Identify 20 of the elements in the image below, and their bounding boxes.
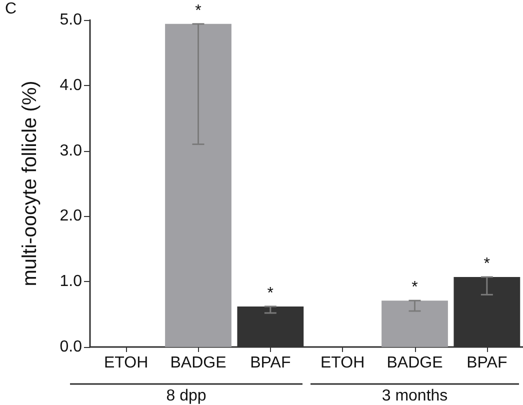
- y-tick-label: 2.0: [60, 208, 82, 225]
- x-tick-label: ETOH: [320, 354, 365, 372]
- x-tick-label: BPAF: [250, 354, 291, 372]
- y-tick-label: 0.0: [60, 338, 82, 356]
- x-tick-label: BADGE: [386, 354, 443, 372]
- text: *: [195, 2, 202, 20]
- y-tick-label: 5.0: [60, 12, 82, 28]
- x-tick-label: ETOH: [104, 354, 148, 372]
- annotation: *: [412, 279, 418, 296]
- y-tick-label: 4.0: [60, 76, 82, 94]
- x-tick-label: BADGE: [170, 354, 226, 372]
- y-tick-label: 1.0: [60, 273, 82, 290]
- text: 3 months: [382, 388, 448, 404]
- y-tick-label: 3.0: [60, 142, 82, 160]
- annotation: *: [267, 284, 274, 302]
- annotation: *: [484, 256, 490, 273]
- chart-title: C: [5, 0, 17, 18]
- text: 8 dpp: [166, 388, 206, 404]
- y-axis-title: multi-oocyte follicle (%): [19, 80, 41, 286]
- x-tick-label: BPAF: [466, 354, 508, 372]
